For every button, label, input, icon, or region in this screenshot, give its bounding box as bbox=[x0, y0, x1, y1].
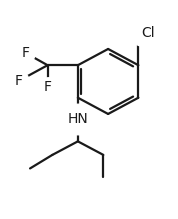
Text: HN: HN bbox=[67, 112, 88, 126]
Text: F: F bbox=[44, 80, 52, 94]
Text: Cl: Cl bbox=[142, 26, 155, 40]
Text: F: F bbox=[21, 46, 29, 60]
Text: F: F bbox=[15, 74, 23, 88]
